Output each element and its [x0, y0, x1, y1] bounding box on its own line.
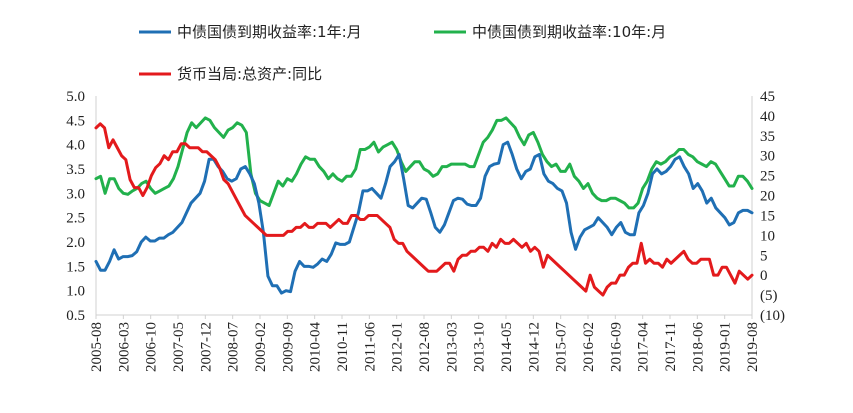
right-axis-tick-label: 30 — [760, 149, 775, 165]
left-axis-tick-label: 1.0 — [66, 284, 85, 300]
legend-item: 中债国债到期收益率:1年:月 — [139, 23, 362, 41]
x-axis-tick-label: 2018-06 — [690, 322, 706, 372]
x-axis-tick-label: 2016-09 — [608, 322, 624, 372]
legend-label: 中债国债到期收益率:10年:月 — [472, 23, 666, 41]
right-axis-tick-label: (5) — [760, 288, 778, 304]
legend-label: 货币当局:总资产:同比 — [177, 65, 322, 83]
left-axis-tick-label: 2.5 — [66, 211, 85, 227]
left-axis-tick-label: 3.5 — [66, 162, 85, 178]
x-axis-tick-label: 2017-11 — [663, 322, 679, 371]
x-axis-tick-label: 2015-07 — [554, 322, 570, 372]
right-axis-tick-label: 45 — [760, 89, 775, 105]
x-axis-tick-label: 2005-08 — [89, 322, 105, 372]
right-axis-tick-label: 40 — [760, 109, 775, 125]
x-axis-tick-label: 2007-05 — [171, 322, 187, 372]
x-axis-tick-label: 2009-09 — [280, 322, 296, 372]
x-axis-tick-label: 2017-04 — [636, 322, 652, 372]
right-axis-tick-label: 0 — [760, 268, 768, 284]
series-line-3 — [94, 122, 754, 297]
axes: 0.5 1.0 1.5 2.0 2.5 3.0 3.5 4.0 4.5 5.0 (10) (5) 0 5 1… — [66, 89, 785, 324]
left-axis-tick-label: 2.0 — [66, 235, 85, 251]
left-axis-tick-label: 0.5 — [66, 308, 85, 324]
x-axis-tick-label: 2011-06 — [362, 322, 378, 372]
legend-item: 中债国债到期收益率:10年:月 — [434, 23, 666, 41]
x-axis-tick-labels: 2005-08 2006-03 2006-10 2007-05 2007-12 2008-… — [89, 315, 761, 372]
x-axis-tick-label: 2012-08 — [417, 322, 433, 372]
left-axis-tick-label: 5.0 — [66, 89, 85, 105]
x-axis-tick-label: 2008-07 — [226, 322, 242, 372]
x-axis-tick-label: 2013-03 — [444, 322, 460, 372]
left-axis-tick-label: 1.5 — [66, 259, 85, 275]
series-lines — [94, 116, 754, 297]
x-axis-tick-label: 2019-08 — [745, 322, 761, 372]
series-line-1 — [94, 140, 754, 295]
x-axis-tick-label: 2010-04 — [308, 322, 324, 372]
x-axis-tick-label: 2014-05 — [499, 322, 515, 372]
right-axis-tick-label: (10) — [760, 308, 785, 324]
x-axis-tick-label: 2006-10 — [144, 322, 160, 372]
right-axis-tick-label: 25 — [760, 169, 775, 185]
series-line-2 — [94, 116, 754, 210]
right-axis-tick-label: 20 — [760, 189, 775, 205]
x-axis-tick-label: 2012-01 — [390, 322, 406, 372]
legend-item: 货币当局:总资产:同比 — [139, 65, 322, 83]
right-axis-tick-label: 10 — [760, 228, 775, 244]
x-axis-tick-label: 2016-02 — [581, 322, 597, 372]
x-axis-tick-label: 2009-02 — [253, 322, 269, 372]
right-axis-tick-label: 15 — [760, 208, 775, 224]
x-axis-tick-label: 2013-10 — [472, 322, 488, 372]
left-axis-tick-label: 4.5 — [66, 113, 85, 129]
legend-label: 中债国债到期收益率:1年:月 — [177, 23, 362, 41]
right-axis-tick-label: 35 — [760, 129, 775, 145]
x-axis-tick-label: 2006-03 — [116, 322, 132, 372]
x-axis-tick-label: 2014-12 — [526, 322, 542, 372]
x-axis-tick-label: 2010-11 — [335, 322, 351, 371]
x-axis-tick-label: 2019-01 — [718, 322, 734, 372]
right-axis-tick-label: 5 — [760, 248, 768, 264]
x-axis-tick-label: 2007-12 — [198, 322, 214, 372]
left-axis-tick-label: 4.0 — [66, 138, 85, 154]
left-axis-tick-label: 3.0 — [66, 186, 85, 202]
